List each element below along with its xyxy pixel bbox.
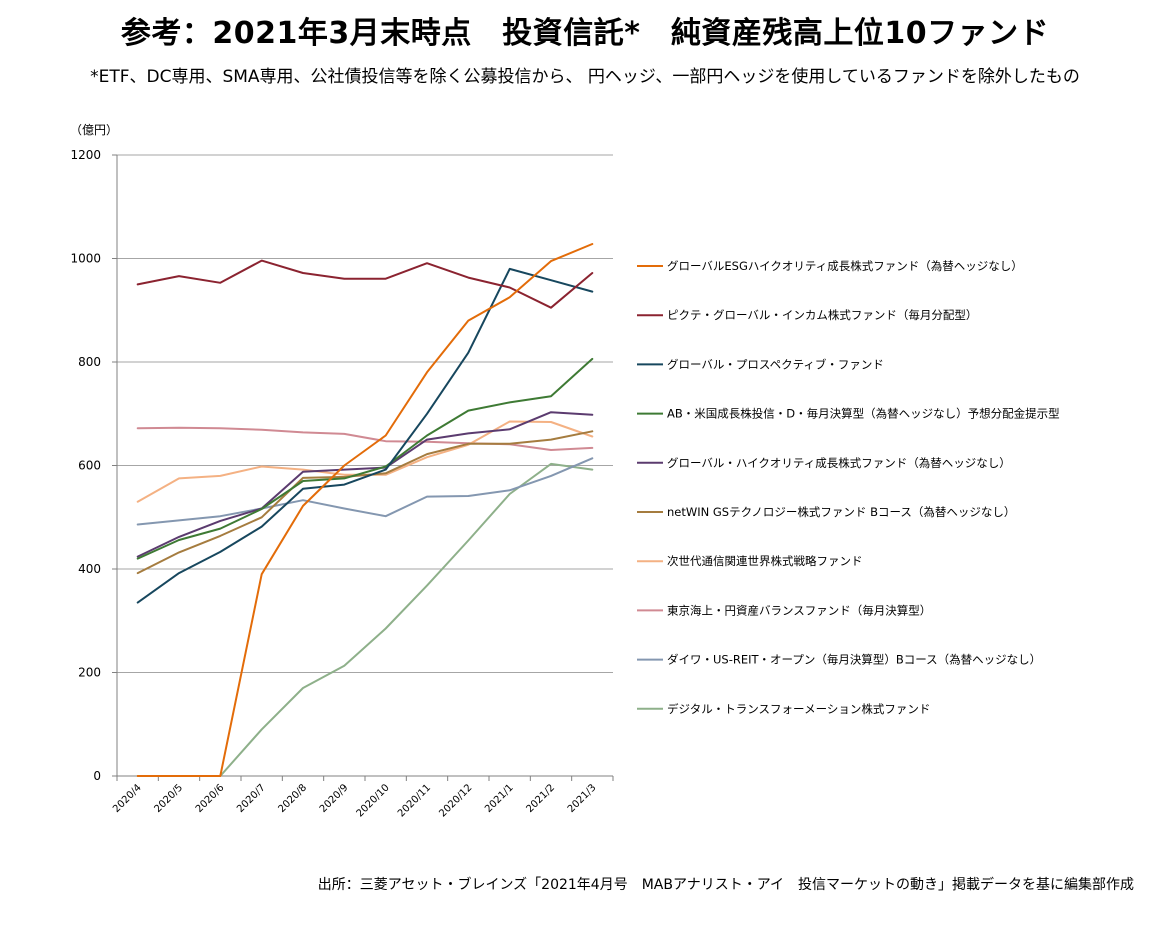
series-line-1 — [136, 243, 594, 777]
x-tick-label: 2020/11 — [396, 782, 433, 819]
x-tick-label: 2020/9 — [318, 782, 351, 815]
y-tick-label: 400 — [78, 562, 101, 576]
x-tick-label: 2020/10 — [355, 782, 392, 819]
x-tick-label: 2020/12 — [437, 782, 474, 819]
legend-label: 東京海上・円資産バランスファンド（毎月決算型） — [667, 603, 931, 617]
y-tick-label: 0 — [93, 769, 101, 783]
x-tick-label: 2021/3 — [566, 782, 599, 815]
page-subtitle: *ETF、DC専用、SMA専用、公社債投信等を除く公募投信から、 円ヘッジ、一部… — [90, 67, 1080, 87]
page-title: 参考：2021年3月末時点 投資信託* 純資産残高上位10ファンド — [120, 16, 1050, 51]
legend-label: ピクテ・グローバル・インカム株式ファンド（毎月分配型） — [667, 308, 977, 322]
x-axis-ticks: 2020/4 2020/5 2020/6 2020/7 2020/8 2020/9 2020… — [111, 776, 614, 819]
y-tick-label: 1000 — [70, 252, 101, 266]
y-axis-unit: （億円） — [70, 123, 118, 137]
x-tick-label: 2020/8 — [276, 782, 309, 815]
series-line-6 — [136, 430, 594, 575]
legend-label: ダイワ・US-REIT・オープン（毎月決算型）Bコース（為替ヘッジなし） — [667, 653, 1041, 667]
series-line-8 — [136, 426, 594, 451]
legend-label: グローバル・ハイクオリティ成長株式ファンド（為替ヘッジなし） — [667, 456, 1011, 470]
y-tick-label: 200 — [78, 666, 101, 680]
series-line-10 — [136, 462, 594, 777]
x-tick-label: 2020/4 — [111, 782, 144, 815]
y-tick-label: 1200 — [70, 148, 101, 162]
x-tick-label: 2021/1 — [483, 782, 516, 815]
x-tick-label: 2020/6 — [194, 782, 227, 815]
source-note: 出所：三菱アセット・ブレインズ「2021年4月号 MABアナリスト・アイ 投信マ… — [317, 877, 1134, 893]
series-line-7 — [136, 420, 594, 503]
x-tick-label: 2020/5 — [152, 782, 185, 815]
legend-label: 次世代通信関連世界株式戦略ファンド — [667, 554, 863, 568]
x-tick-label: 2020/7 — [235, 782, 268, 815]
legend: グローバルESGハイクオリティ成長株式ファンド（為替ヘッジなし） ピクテ・グローバ… — [637, 259, 1060, 716]
y-axis-ticks: 0 200 400 600 800 1000 1200 — [70, 148, 117, 783]
gridlines — [117, 154, 613, 673]
y-tick-label: 600 — [78, 459, 101, 473]
series-line-3 — [136, 267, 594, 604]
legend-label: デジタル・トランスフォーメーション株式ファンド — [667, 702, 930, 716]
legend-label: グローバルESGハイクオリティ成長株式ファンド（為替ヘッジなし） — [667, 259, 1023, 273]
legend-label: AB・米国成長株投信・D・毎月決算型（為替ヘッジなし）予想分配金提示型 — [667, 407, 1060, 421]
series-line-9 — [136, 457, 594, 526]
x-tick-label: 2021/2 — [524, 782, 557, 815]
y-tick-label: 800 — [78, 355, 101, 369]
legend-label: netWIN GSテクノロジー株式ファンド Bコース（為替ヘッジなし） — [667, 505, 1015, 519]
series-lines — [136, 243, 594, 777]
series-line-5 — [136, 411, 594, 558]
series-line-4 — [136, 357, 594, 560]
legend-label: グローバル・プロスペクティブ・ファンド — [667, 357, 884, 371]
